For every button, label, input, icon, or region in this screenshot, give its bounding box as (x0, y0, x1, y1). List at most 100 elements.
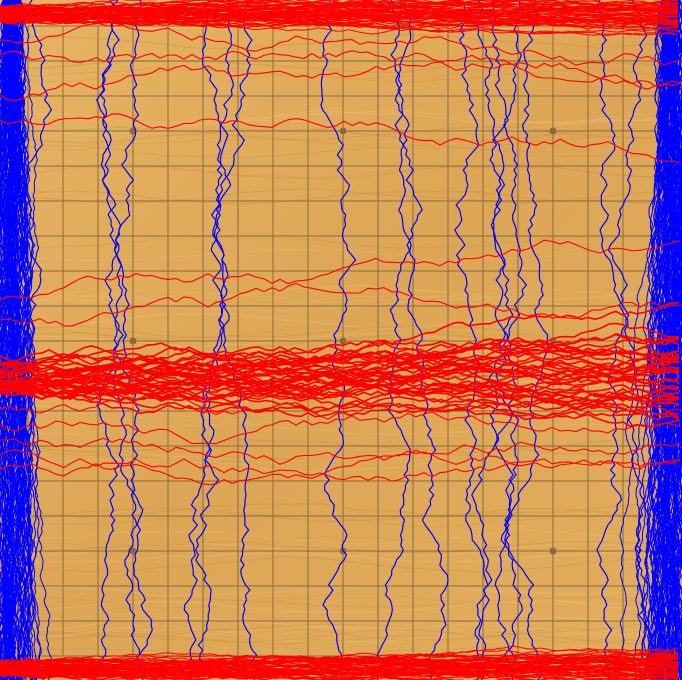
red-edge-path-top (0, 13, 679, 27)
blue-path (494, 0, 549, 680)
blue-edge-path-left (0, 0, 16, 680)
wood-grain-line (0, 540, 681, 554)
blue-edge-path-left (0, 0, 14, 324)
wood-grain-line (0, 326, 681, 341)
wood-grain-line (0, 33, 681, 50)
red-path-center-band (0, 378, 680, 411)
red-path-center-band (0, 333, 680, 386)
blue-path (113, 0, 153, 680)
blue-edge-path-right (669, 0, 682, 411)
red-edge-path-top (0, 14, 679, 26)
red-path (0, 282, 681, 327)
blue-edge-path-left (0, 0, 9, 578)
blue-edge-path-left (3, 0, 34, 680)
red-edge-path-bottom (0, 658, 679, 672)
red-edge-path-bottom (0, 661, 679, 676)
blue-edge-path-left (0, 0, 12, 237)
wood-grain-line (0, 599, 681, 613)
blue-edge-path-left (13, 0, 37, 680)
wood-grain-line (0, 109, 681, 126)
blue-path (0, 0, 53, 680)
wood-grain-line (0, 542, 681, 557)
red-edge-path-bottom (0, 663, 679, 677)
blue-path (194, 0, 253, 680)
wood-grain-line (0, 627, 681, 641)
star-point (549, 127, 557, 135)
blue-path (596, 0, 630, 680)
red-edge-path-top (0, 2, 679, 15)
wood-grain-line (0, 65, 681, 80)
blue-edge-path-left (0, 0, 26, 680)
red-edge-path-bottom (0, 657, 679, 677)
red-path (0, 391, 681, 420)
blue-edge-path-left (0, 0, 17, 680)
blue-edge-path-left (1, 0, 24, 680)
red-edge-path-top (0, 16, 679, 36)
red-edge-path-bottom (0, 674, 301, 680)
wood-grain-line (0, 119, 681, 136)
red-path-center-band (0, 340, 680, 387)
wood-grain-line (0, 613, 681, 628)
red-path-center-band (0, 322, 680, 370)
star-point (339, 127, 347, 135)
wood-grain-line (0, 536, 681, 551)
red-edge-path-top (0, 16, 679, 29)
red-path (0, 437, 681, 465)
red-edge-path-bottom (0, 656, 679, 675)
red-path (0, 50, 681, 90)
wood-grain-line (0, 585, 681, 597)
star-point (339, 337, 347, 345)
star-point (129, 547, 137, 555)
blue-edge-path-left (0, 0, 22, 389)
wood-grain-line (0, 325, 681, 339)
wood-grain-line (0, 69, 681, 84)
wood-grain-line (0, 294, 681, 311)
blue-path (394, 0, 449, 680)
wood-grain-line (0, 163, 681, 179)
red-path-center-band (0, 391, 680, 428)
blue-path (454, 0, 490, 680)
red-path (0, 19, 681, 66)
wood-grain-line (0, 529, 681, 545)
red-path-center-band (0, 333, 680, 379)
red-edge-path-bottom (0, 674, 679, 680)
red-edge-path-top (0, 4, 679, 16)
wood-grain-line (0, 625, 681, 637)
wood-grain-line (0, 134, 681, 151)
red-edge-path-top (0, 0, 679, 11)
red-path-center-band (0, 362, 680, 404)
red-path-center-band (0, 350, 679, 369)
star-point (549, 547, 557, 555)
red-edge-path-bottom (0, 660, 679, 679)
red-edge-path-bottom (0, 652, 679, 668)
wood-grain-line (0, 125, 681, 141)
wood-grain-line (0, 297, 681, 313)
star-point (129, 337, 137, 345)
blue-edge-path-left (6, 0, 34, 680)
blue-edge-path-left (0, 0, 17, 429)
blue-path (183, 0, 232, 680)
blue-edge-path-left (6, 0, 24, 680)
wood-grain-line (0, 109, 681, 126)
red-path (0, 449, 681, 482)
red-path-center-band (0, 338, 680, 391)
red-edge-path-top (0, 9, 679, 21)
red-path (0, 113, 681, 164)
red-path-center-band (0, 382, 680, 405)
wood-grain-line (0, 447, 681, 463)
blue-edge-path-right (667, 0, 682, 680)
red-edge-path-bottom (0, 668, 679, 678)
red-path-center-band (0, 344, 680, 378)
blue-path (320, 0, 357, 680)
red-path-center-band (0, 355, 680, 401)
blue-edge-path-left (0, 0, 23, 680)
red-path (0, 411, 681, 445)
wood-grain-line (0, 549, 681, 564)
wood-grain-line (0, 164, 681, 180)
wood-grain-line (0, 593, 681, 609)
red-edge-path-top (0, 0, 679, 17)
wood-grain-line (0, 627, 681, 643)
